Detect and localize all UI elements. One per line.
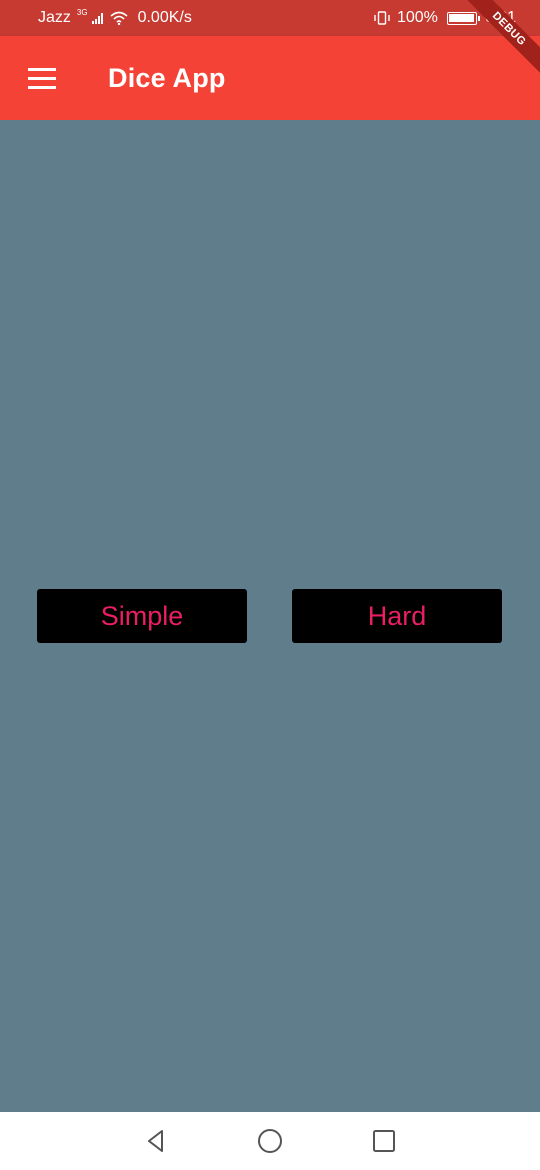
hard-button[interactable]: Hard [292,589,502,643]
main-content: Simple Hard [0,120,540,1112]
network-type: 3G [76,7,88,17]
network-speed: 0.00K/s [137,9,192,26]
hamburger-menu-icon [28,67,56,89]
signal-icon [91,12,103,24]
carrier-name: Jazz [38,9,71,26]
navigation-bar [0,1112,540,1170]
status-bar: Jazz 3G 0.00K/s 100% 6:01 [0,0,540,36]
back-triangle-icon [148,1130,163,1152]
home-circle-icon [258,1129,282,1153]
back-button[interactable] [138,1123,174,1159]
wifi-icon [110,11,128,25]
battery-percent: 100% [396,9,438,26]
home-button[interactable] [252,1123,288,1159]
battery-icon [446,11,480,25]
app-bar: Dice App [0,36,540,120]
status-left: Jazz 3G 0.00K/s [38,7,192,27]
app-title: Dice App [108,62,226,93]
recents-square-icon [373,1130,395,1152]
status-right: 100% 6:01 [373,9,516,27]
simple-button[interactable]: Simple [37,589,247,643]
vibrate-icon [374,11,390,25]
recents-button[interactable] [366,1123,402,1159]
clock: 6:01 [484,9,516,26]
menu-button[interactable] [14,50,70,106]
